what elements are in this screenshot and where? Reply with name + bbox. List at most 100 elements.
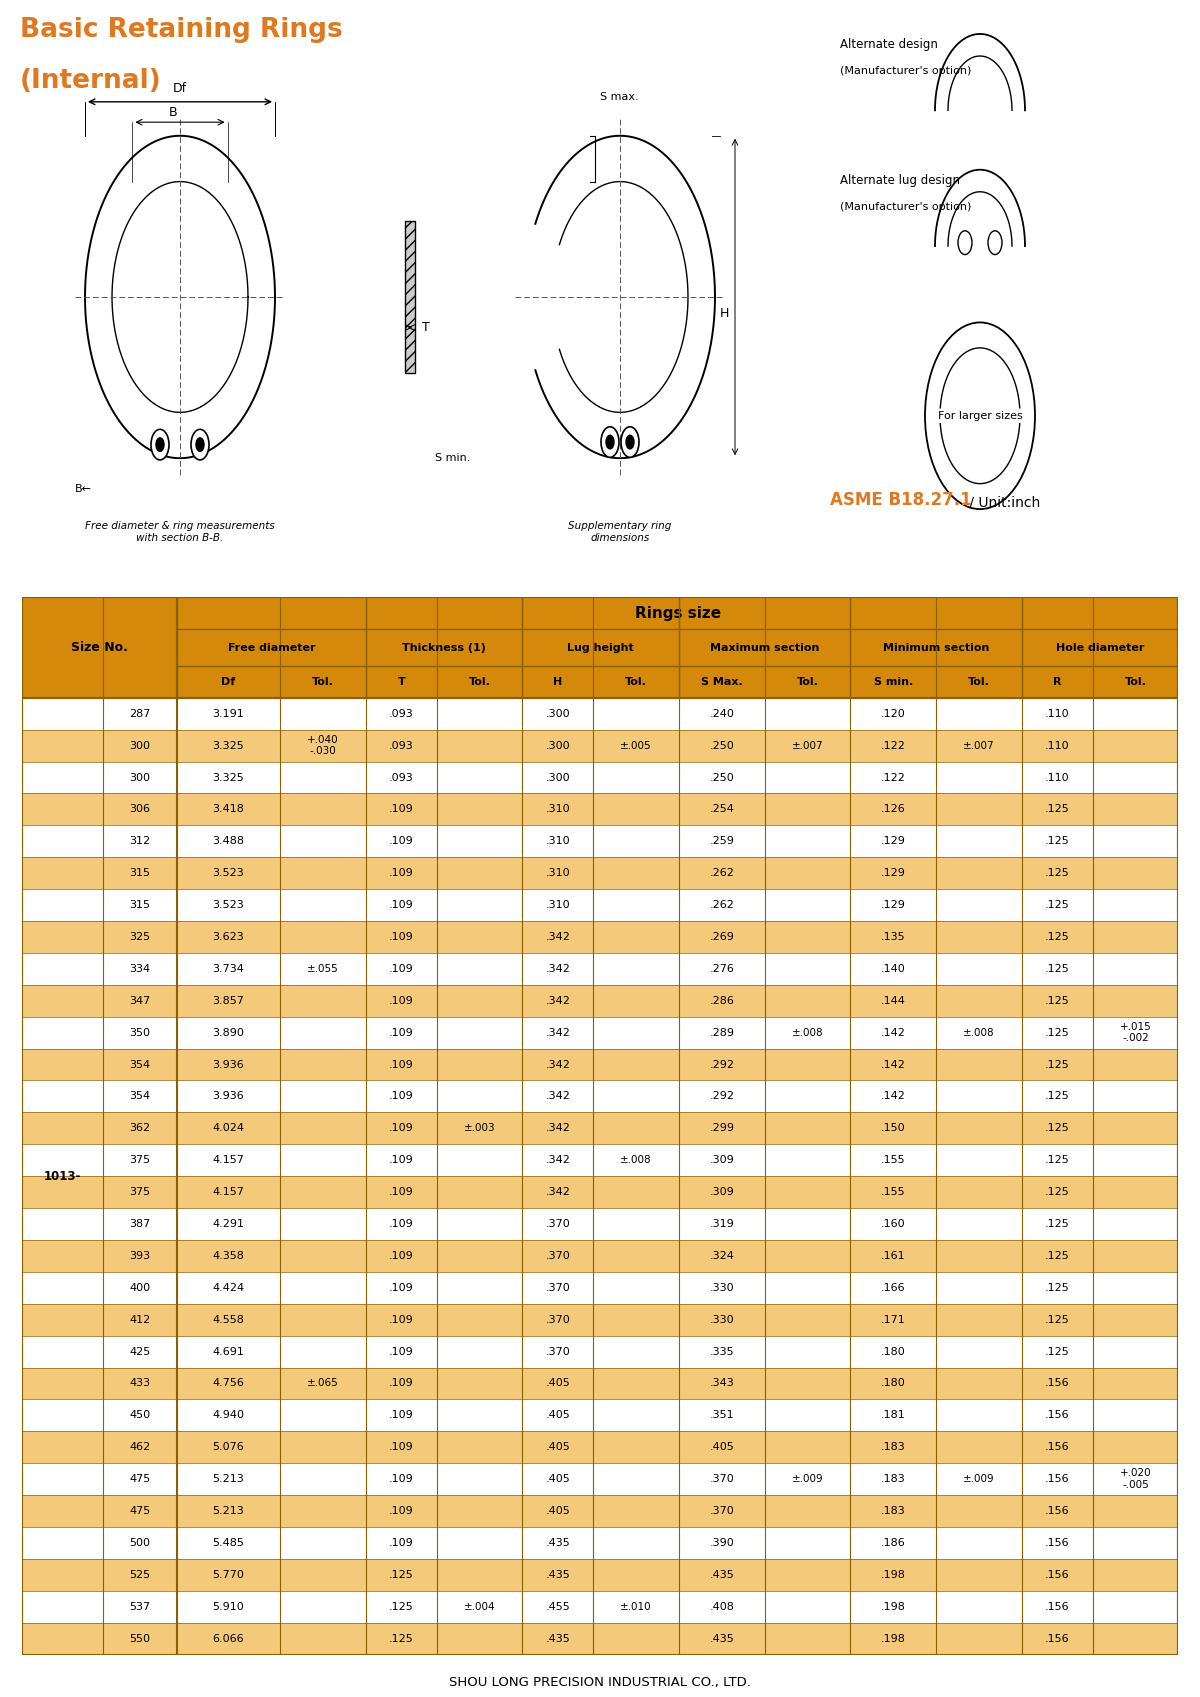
Text: Tol.: Tol. <box>312 677 334 687</box>
Bar <box>22 1303 1178 1336</box>
Text: .125: .125 <box>389 1570 414 1580</box>
Text: 412: 412 <box>130 1315 150 1325</box>
Text: .370: .370 <box>709 1505 734 1515</box>
Text: .156: .156 <box>1045 1505 1069 1515</box>
Text: Free diameter: Free diameter <box>228 643 316 653</box>
Text: .109: .109 <box>389 899 414 910</box>
Text: .370: .370 <box>546 1218 570 1229</box>
Text: .370: .370 <box>546 1251 570 1261</box>
Text: .342: .342 <box>546 1091 570 1101</box>
Text: 450: 450 <box>130 1410 150 1420</box>
Text: 433: 433 <box>130 1378 150 1388</box>
Bar <box>22 1081 1178 1113</box>
Text: .109: .109 <box>389 1059 414 1069</box>
Bar <box>22 1590 1178 1622</box>
Text: .109: .109 <box>389 1028 414 1037</box>
Text: .125: .125 <box>1045 1156 1069 1166</box>
Text: 375: 375 <box>130 1156 150 1166</box>
Text: .300: .300 <box>546 740 570 750</box>
Text: .109: .109 <box>389 1505 414 1515</box>
Bar <box>22 597 1178 697</box>
Text: .125: .125 <box>1045 869 1069 877</box>
Text: .435: .435 <box>546 1634 570 1644</box>
Text: 475: 475 <box>130 1505 150 1515</box>
Text: .161: .161 <box>881 1251 906 1261</box>
Text: Size No.: Size No. <box>71 641 127 653</box>
Text: .109: .109 <box>389 837 414 847</box>
Text: .289: .289 <box>709 1028 734 1037</box>
Text: .156: .156 <box>1045 1602 1069 1612</box>
Text: .125: .125 <box>1045 996 1069 1006</box>
Text: .120: .120 <box>881 709 906 720</box>
Text: .142: .142 <box>881 1091 906 1101</box>
Text: .330: .330 <box>709 1315 734 1325</box>
Text: 3.325: 3.325 <box>212 772 245 782</box>
Text: For larger sizes: For larger sizes <box>937 411 1022 421</box>
Bar <box>22 1560 1178 1590</box>
Circle shape <box>151 429 169 460</box>
Text: .319: .319 <box>709 1218 734 1229</box>
Text: .156: .156 <box>1045 1634 1069 1644</box>
Text: .269: .269 <box>709 932 734 942</box>
Text: .109: .109 <box>389 1378 414 1388</box>
Bar <box>22 1495 1178 1527</box>
Text: .408: .408 <box>709 1602 734 1612</box>
Text: 375: 375 <box>130 1188 150 1196</box>
Text: .435: .435 <box>709 1634 734 1644</box>
Text: .129: .129 <box>881 899 906 910</box>
Text: Minimum section: Minimum section <box>883 643 989 653</box>
Text: .109: .109 <box>389 1218 414 1229</box>
Text: T: T <box>422 321 430 334</box>
Text: .342: .342 <box>546 1028 570 1037</box>
Text: 3.523: 3.523 <box>212 899 245 910</box>
Text: .125: .125 <box>1045 1283 1069 1293</box>
Text: Tol.: Tol. <box>625 677 647 687</box>
Text: .335: .335 <box>709 1347 734 1356</box>
Text: 3.857: 3.857 <box>212 996 245 1006</box>
Text: .342: .342 <box>546 1188 570 1196</box>
Bar <box>22 1049 1178 1081</box>
Bar <box>22 1017 1178 1049</box>
Text: 300: 300 <box>130 772 150 782</box>
Text: .330: .330 <box>709 1283 734 1293</box>
Text: .370: .370 <box>709 1475 734 1485</box>
Bar <box>22 889 1178 921</box>
Text: .110: .110 <box>1045 772 1069 782</box>
Text: .126: .126 <box>881 804 906 815</box>
Text: .292: .292 <box>709 1059 734 1069</box>
Text: .125: .125 <box>1045 1188 1069 1196</box>
Text: 4.157: 4.157 <box>212 1188 245 1196</box>
Text: Tol.: Tol. <box>469 677 491 687</box>
Text: ±.009: ±.009 <box>792 1475 823 1485</box>
Text: 5.213: 5.213 <box>212 1505 245 1515</box>
Text: Rings size: Rings size <box>635 606 721 621</box>
Text: 4.940: 4.940 <box>212 1410 245 1420</box>
Text: .125: .125 <box>1045 804 1069 815</box>
Text: .370: .370 <box>546 1283 570 1293</box>
Text: 3.890: 3.890 <box>212 1028 245 1037</box>
Text: .129: .129 <box>881 837 906 847</box>
Text: .405: .405 <box>546 1410 570 1420</box>
Text: T: T <box>397 677 406 687</box>
Text: 462: 462 <box>130 1442 150 1453</box>
Text: .093: .093 <box>389 772 414 782</box>
Circle shape <box>626 434 634 448</box>
Text: R: R <box>626 438 634 448</box>
Circle shape <box>156 438 164 451</box>
Text: .351: .351 <box>709 1410 734 1420</box>
Text: .142: .142 <box>881 1028 906 1037</box>
Text: 3.418: 3.418 <box>212 804 245 815</box>
Text: .125: .125 <box>1045 1218 1069 1229</box>
Text: .155: .155 <box>881 1188 906 1196</box>
Text: .156: .156 <box>1045 1378 1069 1388</box>
Text: .455: .455 <box>546 1602 570 1612</box>
Text: .342: .342 <box>546 1123 570 1134</box>
Text: 425: 425 <box>130 1347 150 1356</box>
Text: .109: .109 <box>389 996 414 1006</box>
Text: .342: .342 <box>546 964 570 974</box>
Text: .142: .142 <box>881 1059 906 1069</box>
Text: .300: .300 <box>546 709 570 720</box>
Text: 4.157: 4.157 <box>212 1156 245 1166</box>
Text: Df: Df <box>221 677 235 687</box>
Text: 4.358: 4.358 <box>212 1251 245 1261</box>
